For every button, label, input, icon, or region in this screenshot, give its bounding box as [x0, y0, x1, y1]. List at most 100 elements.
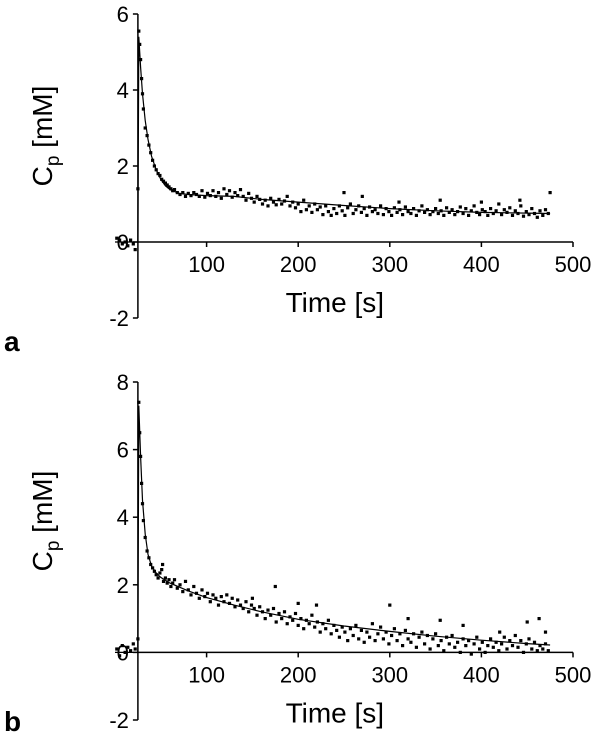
- data-point: [263, 617, 267, 621]
- data-point: [324, 204, 328, 208]
- y-tick-label: 4: [117, 505, 129, 530]
- data-point: [249, 603, 254, 607]
- data-point: [143, 126, 147, 130]
- data-point: [398, 208, 402, 212]
- data-point: [172, 578, 177, 582]
- data-point: [241, 606, 245, 611]
- data-point: [137, 29, 141, 33]
- data-point: [293, 611, 298, 616]
- data-point: [548, 191, 552, 195]
- data-point: [445, 206, 449, 210]
- data-point: [500, 642, 504, 646]
- data-point: [398, 632, 402, 636]
- data-point: [175, 586, 179, 590]
- data-point: [178, 192, 182, 197]
- data-point: [502, 635, 506, 639]
- data-point: [387, 642, 391, 646]
- data-point: [165, 581, 169, 585]
- data-point: [238, 188, 243, 192]
- panel-label-a: a: [4, 326, 20, 357]
- y-axis-title-main: C: [27, 166, 58, 186]
- data-point: [169, 187, 173, 191]
- data-point: [535, 649, 539, 653]
- data-point: [409, 211, 413, 216]
- data-point: [326, 618, 330, 622]
- data-point: [219, 196, 223, 200]
- data-point: [200, 189, 204, 193]
- data-point: [296, 601, 300, 605]
- data-point: [390, 213, 394, 217]
- data-point: [126, 645, 130, 649]
- data-point: [447, 642, 451, 646]
- data-point: [359, 210, 363, 214]
- x-tick-label: 100: [188, 662, 225, 687]
- data-point: [447, 210, 451, 214]
- data-point: [480, 640, 484, 644]
- data-point: [505, 647, 509, 651]
- data-point: [296, 202, 300, 206]
- data-point: [423, 642, 427, 646]
- data-point: [118, 238, 122, 242]
- data-point: [326, 210, 330, 214]
- data-point: [211, 189, 215, 193]
- data-point: [178, 583, 182, 587]
- data-point: [247, 610, 251, 614]
- fit-curve: [115, 405, 551, 653]
- data-point: [192, 584, 196, 589]
- data-point: [434, 632, 438, 636]
- data-point: [357, 637, 361, 641]
- data-point: [321, 213, 325, 217]
- data-point: [203, 195, 207, 199]
- data-point: [401, 213, 405, 217]
- data-point: [285, 622, 289, 626]
- data-point: [236, 598, 240, 602]
- x-axis-title: Time [s]: [286, 287, 385, 318]
- data-point: [118, 654, 122, 658]
- data-point: [115, 647, 119, 651]
- data-point: [469, 209, 473, 213]
- data-point: [370, 210, 374, 214]
- data-point: [293, 206, 298, 210]
- data-point: [456, 640, 460, 644]
- y-tick-label: 8: [117, 374, 129, 395]
- data-point: [510, 213, 515, 217]
- y-tick-label: -2: [109, 306, 129, 331]
- chart-a-svg: -20246100200300400500Time [s]Cp [mM]: [27, 2, 591, 331]
- data-point: [280, 202, 284, 206]
- data-point: [161, 579, 166, 583]
- data-point: [464, 207, 468, 211]
- data-point: [302, 627, 306, 631]
- data-point: [230, 195, 234, 199]
- data-point: [543, 208, 548, 212]
- data-point: [489, 637, 493, 641]
- data-point: [277, 611, 281, 616]
- data-point: [403, 628, 407, 632]
- x-tick-label: 400: [463, 662, 500, 687]
- panel-label-b: b: [4, 706, 22, 737]
- data-point: [299, 617, 303, 621]
- data-point: [129, 649, 133, 653]
- data-point: [450, 208, 454, 212]
- data-point: [546, 649, 550, 653]
- data-point: [409, 640, 413, 644]
- data-point: [351, 633, 355, 638]
- data-point: [181, 590, 185, 594]
- data-point: [388, 603, 392, 607]
- data-point: [332, 623, 336, 627]
- data-point: [227, 189, 232, 193]
- data-point: [291, 618, 295, 622]
- data-point: [171, 581, 175, 585]
- data-point: [524, 210, 528, 214]
- data-point: [513, 209, 517, 213]
- data-point: [521, 650, 526, 654]
- data-point: [392, 206, 396, 210]
- data-point: [412, 207, 416, 211]
- data-point: [420, 630, 424, 634]
- data-point: [365, 213, 369, 217]
- data-point: [395, 639, 399, 643]
- data-point: [332, 207, 336, 211]
- y-tick-label: 2: [117, 573, 129, 598]
- x-tick-label: 300: [371, 662, 408, 687]
- data-point: [244, 600, 248, 604]
